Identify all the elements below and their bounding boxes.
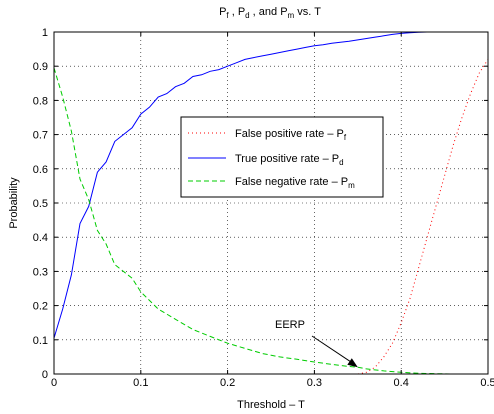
x-tick-label: 0.5 [480,377,494,389]
y-tick-label: 1 [42,27,48,39]
y-tick-label: 0.9 [33,61,48,73]
title-sep1: , [229,6,238,18]
legend-entry-true-positive: True positive rate – Pd [235,153,344,167]
y-tick-label: 0.3 [33,266,48,278]
x-tick-label: 0.1 [133,377,148,389]
title-s2: d [245,11,249,20]
false-negative-rate-line [53,67,488,375]
x-axis-label: Threshold – T [237,399,305,411]
y-tick-label: 0.4 [33,232,48,244]
chart-title: Pf , Pd , and Pm vs. T [219,6,321,20]
axis-ticks: 0 0.1 0.2 0.3 0.4 0.5 0 0.1 0.2 0.3 0.4 0.5 0.6 0.7 0.… [33,27,494,389]
x-tick-label: 0 [51,377,57,389]
title-sep2: , and [250,6,281,18]
title-p3: P [280,6,287,18]
y-tick-label: 0 [42,369,48,381]
x-tick-label: 0.3 [307,377,322,389]
legend-entry-false-negative: False negative rate – Pm [235,176,355,190]
grid-lines [54,32,488,374]
y-tick-label: 0.2 [33,301,48,313]
eerp-label: EERP [275,319,305,331]
eerp-annotation: EERP [275,319,358,368]
legend-entry-false-positive: False positive rate – Pf [235,128,347,142]
y-tick-label: 0.6 [33,164,48,176]
title-p2: P [238,6,245,18]
y-tick-label: 0.7 [33,130,48,142]
title-s1: f [226,11,229,20]
title-p1: P [219,6,226,18]
x-tick-label: 0.4 [394,377,409,389]
y-tick-label: 0.5 [33,198,48,210]
legend: False positive rate – Pf True positive r… [180,116,384,198]
legend-box [180,116,384,198]
y-tick-label: 0.1 [33,335,48,347]
title-s3: m [288,11,295,20]
y-tick-label: 0.8 [33,95,48,107]
false-positive-rate-line [54,59,489,375]
eerp-arrow-line [311,335,357,366]
x-tick-label: 0.2 [220,377,235,389]
y-axis-label: Probability [8,177,20,229]
eerp-arrow-head [347,358,358,368]
title-tail: vs. T [294,6,321,18]
